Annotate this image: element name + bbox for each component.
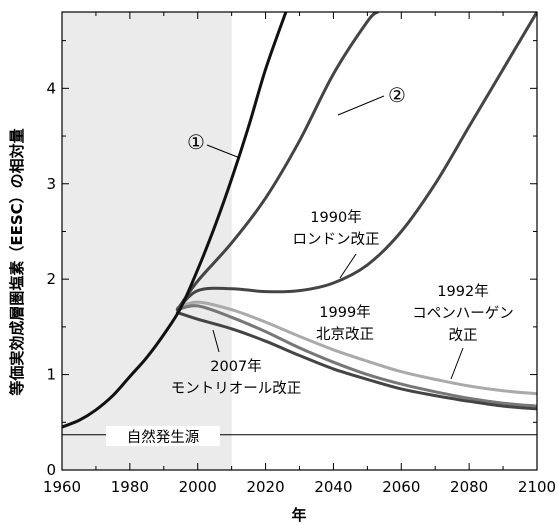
y-tick-label: 3	[46, 175, 56, 193]
series-line-1	[62, 12, 288, 429]
series-line-4	[175, 300, 537, 396]
natural-source-label: 自然発生源	[127, 429, 200, 446]
series-line-3	[175, 12, 537, 312]
montreal-leader	[212, 329, 220, 353]
x-tick-label: 1960	[43, 478, 81, 496]
beijing-year-label: 1999年	[319, 304, 370, 321]
london-year-label: 1990年	[310, 209, 361, 226]
x-tick-label: 2040	[314, 478, 352, 496]
shaded-period	[62, 12, 232, 470]
natural-source-label-bg	[106, 426, 220, 446]
beijing-name-label: 北京改正	[316, 326, 374, 343]
x-tick-label: 2100	[518, 478, 556, 496]
y-tick-label: 1	[46, 366, 56, 384]
montreal-name-label: モントリオール改正	[171, 380, 302, 397]
copen-year-label: 1992年	[437, 283, 488, 300]
x-tick-label: 2000	[179, 478, 217, 496]
y-tick-label: 0	[46, 461, 56, 479]
montreal-year-label: 2007年	[210, 358, 261, 375]
series-line-6	[175, 311, 537, 411]
copen-name-1-label: コペンハーゲン	[412, 305, 514, 322]
y-tick-label: 2	[46, 270, 56, 288]
y-axis-label: 等価実効成層圏塩素（EESC）の相対量	[8, 128, 26, 395]
y-tick-label: 4	[46, 79, 56, 97]
series-line-2	[175, 12, 379, 312]
series-line-5	[175, 304, 537, 408]
series-1-label: ①	[187, 130, 205, 154]
x-tick-label: 1980	[111, 478, 149, 496]
x-tick-label: 2020	[246, 478, 284, 496]
x-axis-label: 年	[291, 506, 306, 524]
series-1-leader	[206, 144, 241, 159]
london-name-label: ロンドン改正	[293, 231, 380, 248]
copen-leader	[450, 347, 464, 380]
series-2-label: ②	[388, 83, 406, 107]
london-leader	[339, 253, 357, 279]
copen-name-2-label: 改正	[449, 327, 478, 344]
x-tick-label: 2060	[382, 478, 420, 496]
series-2-leader	[337, 95, 385, 116]
x-tick-label: 2080	[450, 478, 488, 496]
